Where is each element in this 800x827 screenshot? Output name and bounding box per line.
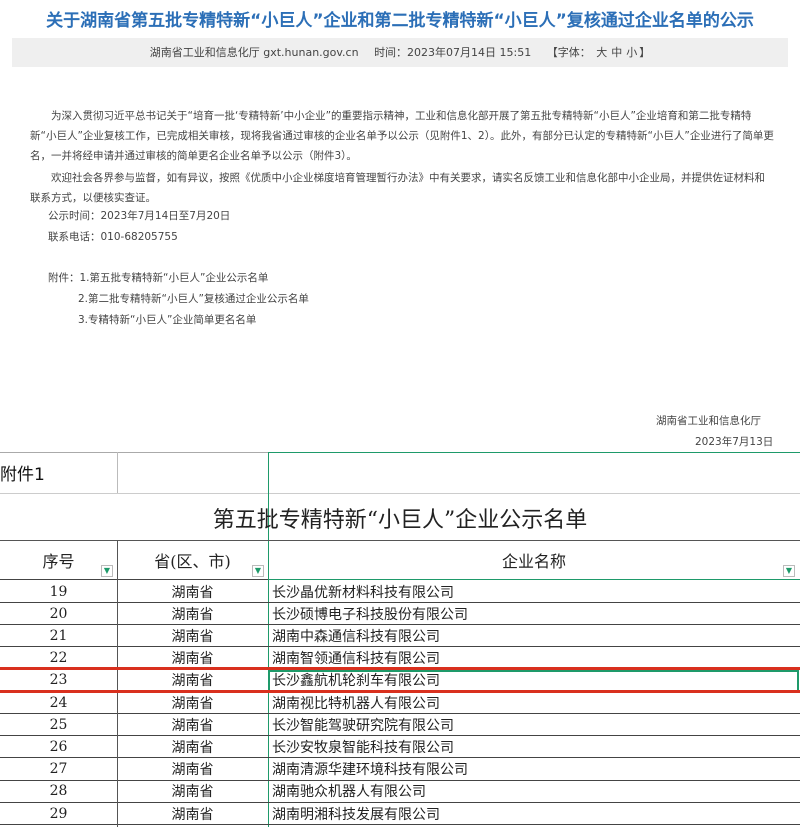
table-cell-prov[interactable]: 湖南省	[117, 603, 268, 626]
table-cell-no[interactable]: 26	[0, 736, 117, 759]
table-cell-no[interactable]: 23	[0, 670, 117, 692]
attachment-link-1[interactable]: 附件：1.第五批专精特新“小巨人”企业公示名单	[48, 272, 269, 284]
font-size-control: 【字体： 大中小】	[546, 46, 651, 59]
table-cell-name[interactable]: 长沙硕博电子科技股份有限公司	[268, 603, 800, 626]
header-no: 序号	[0, 541, 117, 580]
table-cell-prov[interactable]: 湖南省	[117, 714, 268, 737]
sheet-title: 第五批专精特新“小巨人”企业公示名单	[212, 508, 588, 533]
table-cell-no[interactable]: 29	[0, 803, 117, 825]
table-cell-prov[interactable]: 湖南省	[117, 581, 268, 603]
table-cell-no[interactable]: 21	[0, 625, 117, 648]
table-cell-name[interactable]: 湖南清源华建环境科技有限公司	[268, 759, 800, 781]
table-cell-name[interactable]: 湖南明湘科技发展有限公司	[268, 803, 800, 825]
attachment-link-3[interactable]: 3.专精特新“小巨人”企业简单更名名单	[78, 314, 257, 326]
filter-dropdown-icon[interactable]: ▼	[783, 565, 795, 577]
selected-cell[interactable]	[268, 670, 799, 692]
font-medium-button[interactable]: 中	[611, 46, 623, 59]
sheet-label: 附件1	[0, 465, 45, 485]
signature-date: 2023年7月13日	[695, 436, 774, 448]
table-cell-no[interactable]: 28	[0, 781, 117, 803]
header-province: 省(区、市)	[117, 541, 268, 580]
paragraph-2: 欢迎社会各界参与监督，如有异议，按照《优质中小企业梯度培育管理暂行办法》中有关要…	[30, 172, 765, 204]
attachment-link-2[interactable]: 2.第二批专精特新“小巨人”复核通过企业公示名单	[78, 293, 309, 305]
table-cell-prov[interactable]: 湖南省	[117, 692, 268, 714]
table-cell-no[interactable]: 20	[0, 603, 117, 626]
table-cell-name[interactable]: 湖南中森通信科技有限公司	[268, 625, 800, 648]
table-cell-name[interactable]: 长沙安牧泉智能科技有限公司	[268, 736, 800, 759]
table-cell-name[interactable]: 湖南驰众机器人有限公司	[268, 781, 800, 803]
table-cell-name[interactable]: 长沙晶优新材料科技有限公司	[268, 581, 800, 603]
table-cell-prov[interactable]: 湖南省	[117, 670, 268, 692]
table-cell-prov[interactable]: 湖南省	[117, 759, 268, 781]
header-company: 企业名称	[268, 541, 800, 580]
filter-dropdown-icon[interactable]: ▼	[101, 565, 113, 577]
spreadsheet: 附件1 第五批专精特新“小巨人”企业公示名单 序号 省(区、市) 企业名称 ▼ …	[0, 452, 800, 827]
font-large-button[interactable]: 大	[596, 46, 608, 59]
table-cell-no[interactable]: 27	[0, 759, 117, 781]
publish-time: 时间：2023年07月14日 15:51	[374, 46, 532, 59]
contact-phone: 联系电话：010-68205755	[48, 231, 178, 243]
highlight-line	[0, 690, 800, 693]
table-cell-name[interactable]: 长沙智能驾驶研究院有限公司	[268, 714, 800, 737]
table-cell-no[interactable]: 24	[0, 692, 117, 714]
table-cell-name[interactable]: 湖南视比特机器人有限公司	[268, 692, 800, 714]
table-cell-prov[interactable]: 湖南省	[117, 625, 268, 648]
table-cell-prov[interactable]: 湖南省	[117, 736, 268, 759]
highlight-line	[0, 667, 800, 670]
filter-dropdown-icon[interactable]: ▼	[252, 565, 264, 577]
table-cell-prov[interactable]: 湖南省	[117, 781, 268, 803]
table-cell-no[interactable]: 19	[0, 581, 117, 603]
article-meta: 湖南省工业和信息化厅 gxt.hunan.gov.cn 时间：2023年07月1…	[12, 38, 788, 67]
table-cell-no[interactable]: 25	[0, 714, 117, 737]
font-small-button[interactable]: 小	[626, 46, 638, 59]
paragraph-1: 为深入贯彻习近平总书记关于“培育一批‘专精特新’中小企业”的重要指示精神，工业和…	[30, 110, 774, 162]
signature: 湖南省工业和信息化厅	[656, 415, 761, 427]
publicity-period: 公示时间：2023年7月14日至7月20日	[48, 210, 231, 222]
source: 湖南省工业和信息化厅 gxt.hunan.gov.cn	[149, 46, 359, 59]
article-title: 关于湖南省第五批专精特新“小巨人”企业和第二批专精特新“小巨人”复核通过企业名单…	[46, 11, 754, 31]
table-cell-prov[interactable]: 湖南省	[117, 803, 268, 825]
